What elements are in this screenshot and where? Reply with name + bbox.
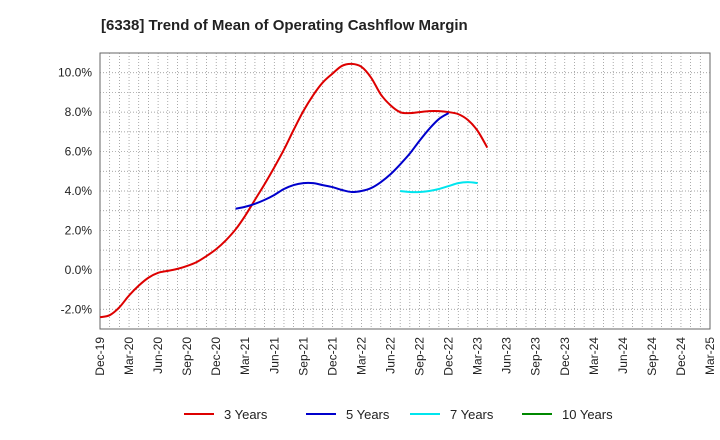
y-tick-label: 8.0% xyxy=(65,105,93,119)
x-tick-label: Sep-22 xyxy=(413,337,427,376)
x-tick-label: Dec-22 xyxy=(442,337,456,376)
series-line-5-years xyxy=(235,112,450,210)
legend-label-10-years: 10 Years xyxy=(562,407,613,422)
y-tick-label: 0.0% xyxy=(65,263,93,277)
x-tick-label: Dec-20 xyxy=(209,337,223,376)
x-tick-label: Sep-24 xyxy=(645,337,659,376)
x-tick-label: Jun-23 xyxy=(500,337,514,374)
x-tick-label: Jun-20 xyxy=(151,337,165,374)
x-tick-label: Mar-21 xyxy=(238,337,252,375)
x-axis-ticks: Dec-19 Mar-20 Jun-20 Sep-20 Dec-20 Mar-21 Jun-… xyxy=(93,337,717,376)
x-tick-label: Sep-23 xyxy=(529,337,543,376)
x-tick-label: Jun-22 xyxy=(383,337,397,374)
y-tick-label: -2.0% xyxy=(61,302,93,316)
series-lines xyxy=(99,62,489,319)
x-tick-label: Jun-24 xyxy=(616,337,630,374)
x-tick-label: Dec-24 xyxy=(674,337,688,376)
legend-label-3-years: 3 Years xyxy=(224,407,268,422)
y-tick-label: 6.0% xyxy=(65,145,93,159)
x-tick-label: Mar-22 xyxy=(354,337,368,375)
x-tick-label: Mar-20 xyxy=(122,337,136,375)
x-tick-label: Sep-21 xyxy=(296,337,310,376)
y-tick-label: 4.0% xyxy=(65,184,93,198)
x-tick-label: Dec-19 xyxy=(93,337,107,376)
x-tick-label: Dec-23 xyxy=(558,337,572,376)
legend: 3 Years 5 Years 7 Years 10 Years xyxy=(184,407,613,422)
x-tick-label: Mar-25 xyxy=(703,337,717,375)
chart-title: [6338] Trend of Mean of Operating Cashfl… xyxy=(101,17,468,34)
grid-lines xyxy=(100,53,710,329)
x-tick-label: Mar-23 xyxy=(471,337,485,375)
y-tick-label: 2.0% xyxy=(65,223,93,237)
y-axis-ticks: -2.0% 0.0% 2.0% 4.0% 6.0% 8.0% 10.0% xyxy=(58,66,92,317)
x-tick-label: Sep-20 xyxy=(180,337,194,376)
legend-label-5-years: 5 Years xyxy=(346,407,390,422)
legend-label-7-years: 7 Years xyxy=(450,407,494,422)
x-tick-label: Dec-21 xyxy=(325,337,339,376)
series-line-3-years xyxy=(99,62,489,319)
y-tick-label: 10.0% xyxy=(58,66,92,80)
x-tick-label: Jun-21 xyxy=(267,337,281,374)
x-tick-label: Mar-24 xyxy=(587,337,601,375)
series-line-7-years xyxy=(400,181,478,194)
